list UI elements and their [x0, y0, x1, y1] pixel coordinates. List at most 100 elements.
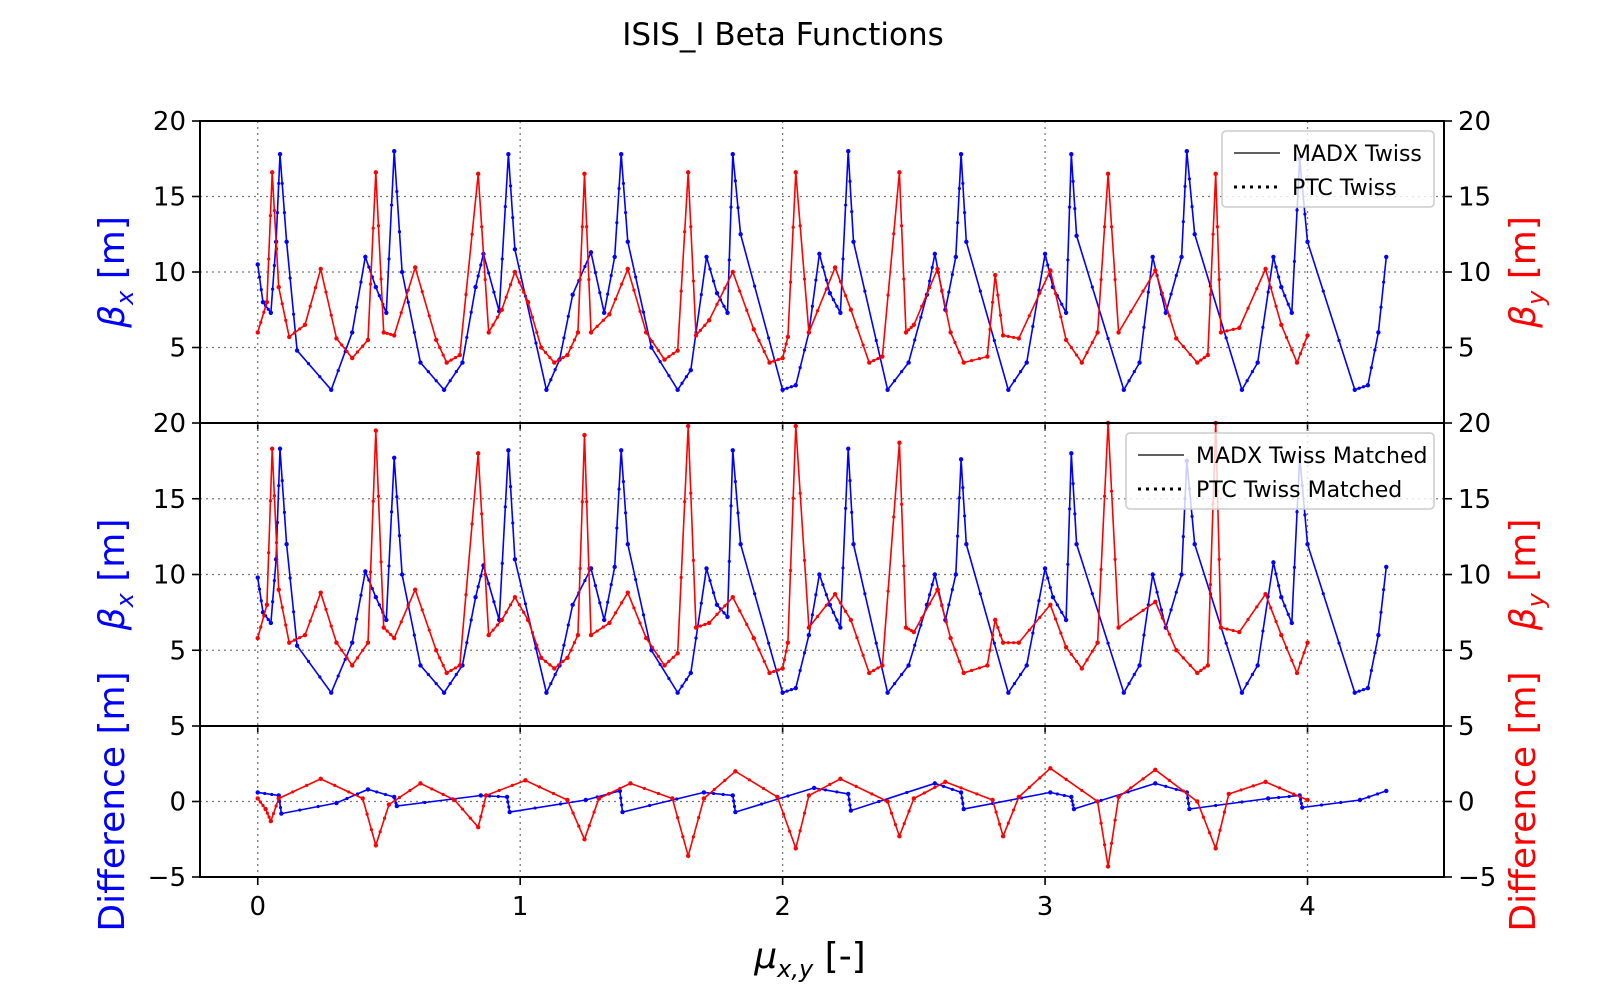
data-point [1218, 330, 1224, 335]
data-point-interp [598, 291, 602, 295]
data-point [649, 648, 654, 653]
data-point-interp [601, 625, 605, 629]
data-point [838, 776, 843, 782]
data-point-interp [399, 311, 403, 315]
data-point [1237, 629, 1242, 635]
data-point-interp [1011, 641, 1016, 645]
data-point-interp [1251, 784, 1255, 788]
data-point [675, 387, 680, 392]
data-point-interp [634, 275, 638, 279]
data-point-interp [481, 804, 486, 808]
data-point [1016, 336, 1022, 341]
x-axis-label: μx,y [-] [753, 936, 865, 983]
x-axis-label-subscript: x,y [776, 955, 814, 983]
data-point-interp [1298, 351, 1303, 356]
data-point-interp [996, 293, 1000, 297]
data-point-interp [876, 666, 880, 670]
data-point-interp [732, 799, 736, 803]
data-point [867, 670, 872, 676]
data-point-interp [389, 332, 393, 337]
data-point-interp [1337, 641, 1341, 645]
data-point-interp [638, 309, 642, 313]
data-point [365, 337, 371, 343]
data-point-interp [1208, 583, 1213, 587]
data-point [780, 690, 785, 695]
data-point-interp [802, 811, 807, 815]
data-point-interp [261, 803, 265, 808]
data-point [620, 809, 625, 815]
data-point-interp [848, 803, 852, 807]
data-point-interp [1060, 302, 1064, 306]
data-point-interp [292, 610, 296, 614]
data-point-interp [389, 203, 394, 207]
data-point [1074, 233, 1079, 238]
data-point-interp [562, 336, 566, 340]
data-point-interp [1277, 786, 1282, 790]
data-point-interp [909, 325, 913, 329]
data-point-interp [1190, 514, 1194, 519]
data-point-interp [340, 343, 344, 347]
data-point [276, 796, 281, 801]
data-point-interp [671, 655, 675, 659]
data-point-interp [387, 257, 391, 261]
data-point-interp [587, 566, 591, 571]
data-point-interp [1071, 803, 1075, 807]
data-point-interp [318, 375, 322, 379]
data-point [1300, 805, 1305, 810]
data-point [897, 170, 902, 175]
data-point [255, 575, 260, 580]
data-point-interp [365, 812, 369, 816]
data-point-interp [1127, 379, 1131, 383]
data-point [1218, 625, 1224, 630]
data-point [318, 776, 323, 782]
data-point-interp [492, 600, 496, 604]
data-point [1184, 149, 1190, 154]
data-point-interp [406, 300, 410, 304]
data-point-interp [992, 338, 996, 343]
data-point [851, 542, 856, 547]
data-point-interp [262, 614, 266, 618]
data-point-interp [928, 279, 932, 283]
data-point [693, 333, 699, 338]
data-point-interp [762, 349, 766, 354]
data-point-interp [988, 648, 992, 652]
data-point-interp [928, 593, 932, 597]
data-point-interp [957, 659, 961, 663]
data-point-interp [1069, 345, 1073, 350]
data-point-interp [517, 603, 521, 607]
data-point [1016, 640, 1022, 645]
data-point-interp [577, 824, 581, 828]
data-point-interp [1231, 327, 1235, 331]
data-point [701, 790, 707, 795]
data-point [848, 808, 854, 813]
data-point-interp [920, 304, 924, 308]
data-point [780, 355, 785, 361]
data-point-interp [788, 280, 793, 284]
data-point [1000, 333, 1006, 338]
y-tick-label-left: 0 [169, 788, 186, 818]
data-point-interp [1295, 208, 1299, 212]
data-point-interp [781, 812, 786, 816]
data-point-interp [821, 583, 825, 587]
data-point [851, 239, 856, 244]
data-point [365, 787, 371, 792]
data-point-interp [491, 628, 495, 632]
data-point-interp [1269, 286, 1273, 290]
data-point-interp [399, 620, 403, 624]
data-point [392, 455, 397, 461]
data-point-interp [877, 799, 881, 804]
data-point [1376, 632, 1381, 638]
data-point-interp [318, 675, 322, 679]
data-point-interp [1038, 291, 1042, 295]
data-point-interp [355, 656, 360, 660]
data-point-interp [1188, 352, 1192, 357]
data-point-interp [371, 499, 375, 503]
data-point-interp [408, 788, 412, 793]
data-point-interp [802, 348, 807, 352]
data-point [512, 247, 518, 252]
data-point-interp [609, 583, 613, 587]
data-point-interp [961, 801, 965, 806]
data-point-interp [500, 257, 504, 261]
legend-label: PTC Twiss [1292, 176, 1397, 201]
